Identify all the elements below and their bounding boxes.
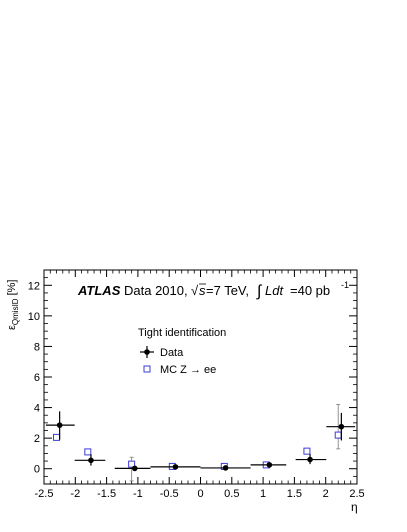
data-point — [45, 411, 75, 440]
legend-title: Tight identification — [138, 327, 226, 339]
y-tick-label: 4 — [34, 403, 40, 415]
legend-mc-label: MC Z → ee — [160, 364, 216, 376]
data-marker — [56, 422, 63, 428]
x-axis-label: η — [351, 500, 358, 514]
mc-marker — [53, 433, 61, 441]
data-period-label: Data 2010, — [124, 283, 188, 298]
mc-point — [128, 456, 136, 482]
mc-point — [84, 448, 92, 456]
data-marker — [222, 465, 229, 471]
data-marker — [338, 423, 345, 430]
data-marker — [266, 462, 273, 468]
x-tick-label: 0.5 — [224, 488, 239, 500]
legend-mc-marker — [143, 365, 151, 373]
data-point — [295, 454, 327, 465]
x-tick-label: -1 — [133, 488, 143, 500]
data-point — [200, 465, 251, 471]
y-axis-label: εQmisID [%] — [6, 280, 20, 330]
mc-marker — [303, 447, 311, 455]
mc-point — [53, 433, 61, 441]
energy-value: =7 TeV, — [206, 283, 249, 298]
x-tick-label: 2 — [323, 488, 329, 500]
legend-data-marker — [144, 349, 150, 355]
data-series — [45, 404, 356, 482]
x-tick-label: 2.5 — [349, 488, 364, 500]
data-point — [250, 462, 287, 468]
y-axis-label-symbol: ε — [6, 325, 18, 330]
data-marker — [131, 465, 138, 472]
x-tick-label: -2 — [70, 488, 80, 500]
integral-symbol: ∫ — [256, 283, 263, 300]
y-tick-label: 6 — [34, 372, 40, 384]
lumi-integral-var: Ldt — [265, 283, 284, 298]
lumi-exponent: -1 — [341, 280, 349, 290]
axis-tick-labels: -2.5 -2 -1.5 -1 -0.5 0 0.5 1 1.5 2 2.5 0 2 4 6 8 10 12 — [28, 280, 365, 500]
axis-ticks — [43, 269, 358, 485]
data-marker — [172, 464, 179, 470]
mc-point — [303, 447, 311, 455]
data-point — [326, 412, 356, 441]
x-tick-label: -0.5 — [160, 488, 179, 500]
y-axis-label-unit: [%] — [6, 280, 18, 296]
data-marker — [307, 456, 313, 463]
energy-sqrt-var: s — [199, 283, 206, 298]
mc-marker — [128, 460, 136, 468]
y-tick-label: 10 — [28, 311, 40, 323]
y-tick-label: 12 — [28, 280, 40, 292]
x-tick-label: 1 — [260, 488, 266, 500]
lumi-value: =40 pb — [290, 283, 330, 298]
legend-item-mc: MC Z → ee — [143, 364, 216, 376]
data-point — [114, 465, 151, 472]
legend-item-data: Data — [140, 346, 184, 359]
x-tick-label: 0 — [197, 488, 203, 500]
y-tick-label: 8 — [34, 341, 40, 353]
y-axis-label-text: εQmisID [%] — [6, 280, 20, 330]
data-marker — [88, 457, 94, 464]
data-point — [74, 454, 106, 466]
x-tick-label: 1.5 — [287, 488, 302, 500]
sqrt-symbol: √ — [191, 283, 199, 298]
mc-marker — [334, 431, 342, 439]
y-axis-label-sub: QmisID — [11, 298, 20, 325]
y-tick-label: 2 — [34, 433, 40, 445]
y-tick-label: 0 — [34, 464, 40, 476]
data-point — [150, 464, 201, 470]
x-tick-label: -2.5 — [35, 488, 54, 500]
legend-data-label: Data — [160, 347, 184, 359]
experiment-label: ATLAS — [77, 283, 121, 298]
x-tick-label: -1.5 — [97, 488, 116, 500]
mc-marker — [84, 448, 92, 456]
